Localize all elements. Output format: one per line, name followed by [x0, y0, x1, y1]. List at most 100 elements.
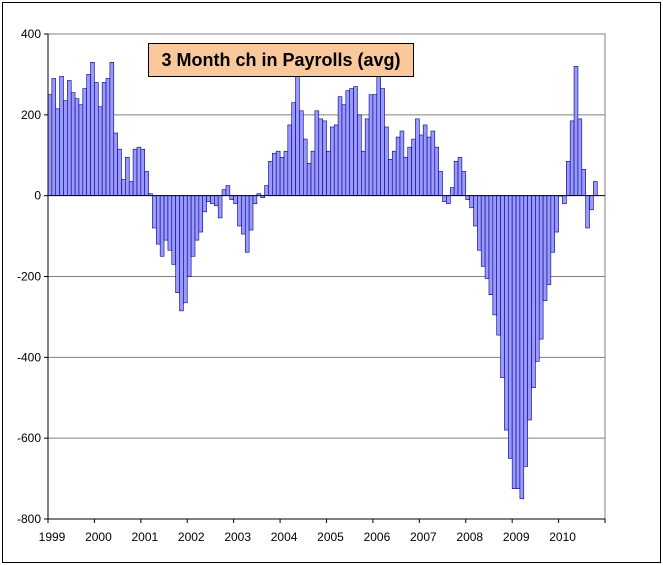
chart-title: 3 Month ch in Payrolls (avg)	[148, 43, 414, 77]
bar	[109, 61, 115, 196]
x-tick-label: 2006	[364, 530, 391, 544]
bar	[372, 94, 378, 196]
bar	[279, 156, 285, 196]
bar	[74, 98, 80, 196]
bar	[415, 118, 420, 196]
bar	[430, 130, 436, 196]
bar	[322, 120, 327, 196]
bar	[422, 124, 428, 196]
bar	[128, 181, 134, 196]
bar	[480, 195, 486, 267]
x-tick-label: 2003	[224, 530, 251, 544]
bar	[275, 150, 281, 196]
bar	[426, 136, 432, 196]
bar	[198, 195, 204, 233]
bar	[82, 88, 87, 196]
bar	[121, 179, 126, 196]
bar	[144, 171, 149, 196]
bar	[446, 195, 451, 205]
bar	[283, 150, 289, 196]
bar	[434, 146, 439, 196]
bar	[47, 94, 53, 196]
x-tick-label: 2002	[178, 530, 205, 544]
bar	[229, 195, 234, 201]
y-tick-label: -600	[17, 431, 41, 445]
bar	[186, 195, 192, 277]
bar	[527, 195, 532, 421]
bar	[63, 100, 68, 196]
y-tick-label: -200	[17, 270, 41, 284]
bar	[244, 195, 250, 253]
bar	[272, 152, 277, 196]
bar	[326, 150, 331, 196]
bar	[442, 195, 447, 203]
bar	[585, 195, 590, 229]
bar	[388, 158, 393, 196]
bar	[353, 86, 358, 196]
bar	[391, 150, 397, 196]
bar	[562, 195, 567, 205]
x-tick-label: 2007	[410, 530, 437, 544]
bar	[403, 156, 409, 196]
bar	[78, 104, 84, 196]
bar	[67, 80, 72, 196]
bar	[496, 195, 501, 336]
bar	[136, 146, 142, 196]
bar	[407, 146, 412, 196]
bar	[295, 74, 300, 196]
bar	[473, 195, 478, 227]
bar	[86, 74, 91, 196]
bar	[318, 118, 323, 196]
bar	[132, 148, 138, 196]
bar	[488, 195, 494, 295]
y-tick-label: 0	[34, 189, 41, 203]
bar	[163, 195, 169, 241]
bar	[550, 195, 556, 253]
bar	[264, 185, 269, 196]
bar	[515, 195, 521, 489]
bar	[210, 195, 215, 205]
bar	[411, 138, 416, 196]
bar	[465, 195, 470, 201]
bar	[125, 156, 130, 196]
bar	[101, 82, 107, 196]
bar	[330, 126, 335, 196]
bar	[90, 61, 95, 196]
bar	[573, 66, 579, 196]
bar	[237, 195, 242, 227]
bar	[241, 195, 246, 235]
bar	[252, 195, 258, 205]
bar	[55, 108, 60, 196]
bar	[233, 195, 238, 205]
bar	[291, 102, 296, 196]
bar	[310, 150, 316, 196]
bar	[152, 195, 157, 229]
bar	[589, 195, 594, 211]
bar	[179, 195, 184, 312]
bar	[97, 106, 103, 196]
bar	[51, 78, 57, 196]
bar	[554, 195, 559, 233]
bar	[214, 195, 219, 207]
bar	[225, 185, 231, 196]
bar	[105, 78, 111, 196]
bar	[113, 132, 118, 196]
x-tick-label: 2001	[131, 530, 158, 544]
x-tick-label: 2008	[456, 530, 483, 544]
bar	[156, 195, 161, 245]
bar	[523, 195, 528, 467]
bar	[500, 195, 505, 378]
bar	[302, 138, 308, 196]
bar	[484, 195, 490, 279]
bar	[140, 148, 146, 196]
y-tick-label: -400	[17, 350, 41, 364]
bar	[183, 195, 188, 304]
x-tick-label: 2000	[85, 530, 112, 544]
bar	[190, 195, 196, 257]
x-tick-label: 2005	[317, 530, 344, 544]
bar	[117, 148, 122, 196]
bar	[542, 195, 548, 302]
bar	[507, 195, 513, 459]
bar	[159, 195, 165, 257]
